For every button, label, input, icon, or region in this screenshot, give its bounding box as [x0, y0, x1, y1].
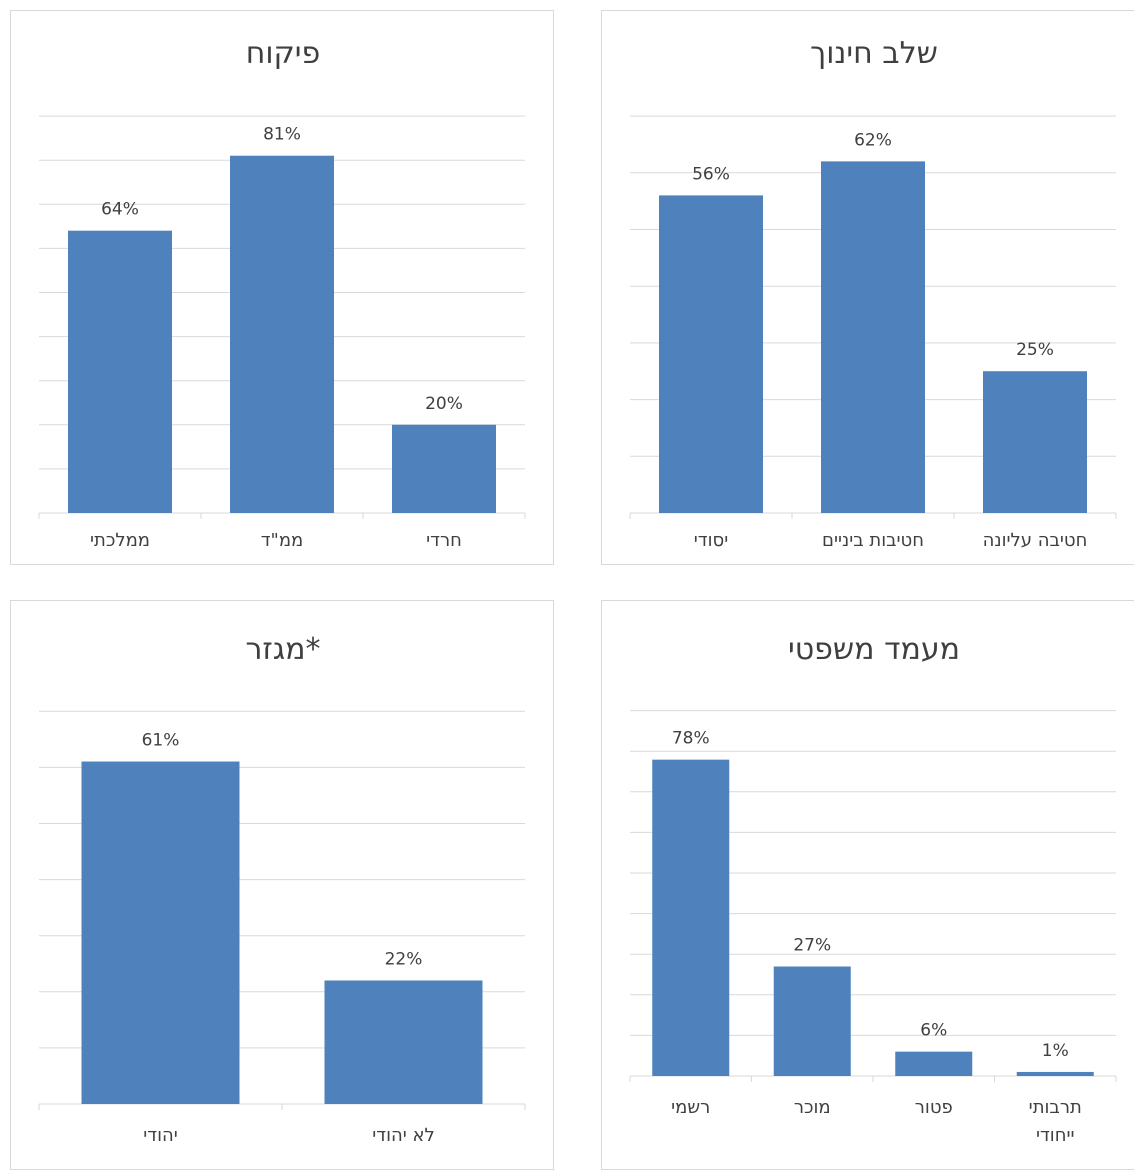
- category-label: תרבותי: [1029, 1097, 1082, 1118]
- chart-title: פיקוח: [246, 36, 321, 71]
- data-label: 25%: [1016, 340, 1054, 360]
- category-label: ממלכתי: [90, 530, 150, 551]
- category-label: פטור: [915, 1097, 953, 1118]
- bar: [68, 230, 172, 513]
- category-label: ייחודי: [1036, 1125, 1075, 1146]
- bar: [81, 761, 240, 1104]
- bar: [983, 371, 1087, 513]
- category-label: חטיבות ביניים: [822, 530, 924, 551]
- chart-panel-maamad: מעמד משפטי 78% רשמי 27% מוכר 6% פטור 1% תרבותי יי…: [601, 600, 1134, 1170]
- data-label: 1%: [1042, 1041, 1069, 1061]
- data-label: 27%: [793, 936, 831, 956]
- chart-svg: מגזר* 61% יהודי 22% לא יהודי: [38, 632, 526, 1146]
- data-label: 6%: [920, 1021, 947, 1041]
- bar: [821, 161, 925, 513]
- chart-svg: פיקוח 64% ממלכתי 81% ממ"ד 20% חרדי: [38, 36, 526, 551]
- chart-title: מעמד משפטי: [788, 632, 960, 667]
- bar: [773, 966, 851, 1076]
- bar: [324, 980, 483, 1104]
- data-label: 78%: [672, 729, 710, 749]
- bar: [895, 1051, 973, 1076]
- chart-title: שלב חינוך: [810, 36, 938, 71]
- data-label: 22%: [385, 949, 423, 969]
- chart-panel-shlav: שלב חינוך 56% יסודי 62% חטיבות ביניים 25% חטיב…: [601, 10, 1134, 565]
- bar: [392, 424, 496, 513]
- bar: [1016, 1071, 1094, 1076]
- chart-svg: שלב חינוך 56% יסודי 62% חטיבות ביניים 25% חטיב…: [629, 36, 1117, 551]
- category-label: חטיבה עליונה: [983, 530, 1088, 551]
- data-label: 62%: [854, 130, 892, 150]
- chart-svg: מעמד משפטי 78% רשמי 27% מוכר 6% פטור 1% תרבותי יי…: [629, 632, 1117, 1146]
- chart-panel-pikuach: פיקוח 64% ממלכתי 81% ממ"ד 20% חרדי: [10, 10, 554, 565]
- bar: [652, 759, 730, 1076]
- data-label: 64%: [101, 200, 139, 220]
- bar: [659, 195, 763, 513]
- data-label: 61%: [142, 731, 180, 751]
- category-label: יסודי: [694, 530, 728, 551]
- chart-title: מגזר*: [245, 632, 320, 667]
- category-label: יהודי: [143, 1125, 178, 1146]
- category-label: רשמי: [671, 1097, 710, 1118]
- chart-panel-migzar: מגזר* 61% יהודי 22% לא יהודי: [10, 600, 554, 1170]
- category-label: מוכר: [794, 1097, 831, 1118]
- category-label: לא יהודי: [372, 1125, 435, 1146]
- category-label: ממ"ד: [261, 530, 304, 551]
- bar: [230, 155, 334, 513]
- data-label: 56%: [692, 164, 730, 184]
- data-label: 20%: [425, 394, 463, 414]
- data-label: 81%: [263, 125, 301, 145]
- category-label: חרדי: [426, 530, 462, 551]
